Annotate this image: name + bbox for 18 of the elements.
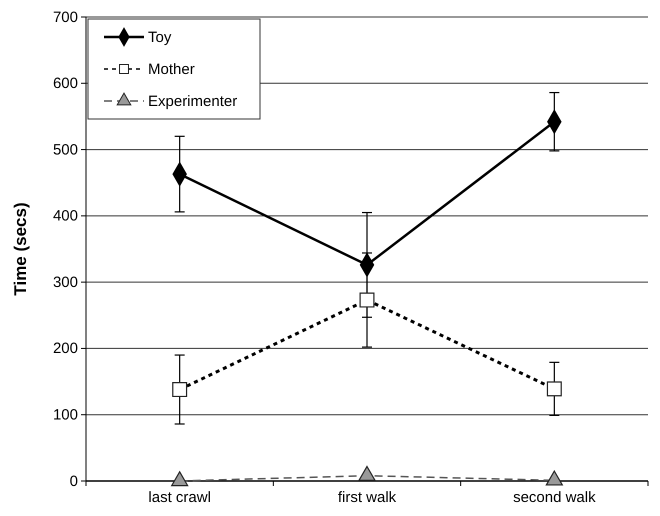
y-tick-label: 500 [52, 141, 78, 158]
y-axis-title: Time (secs) [11, 202, 30, 296]
y-tick-label: 0 [70, 472, 78, 490]
y-tick-label: 100 [52, 406, 78, 424]
point [172, 382, 188, 398]
y-tick-label: 300 [52, 274, 78, 291]
point [360, 292, 374, 308]
y-tick-label: 200 [52, 340, 78, 358]
point [546, 381, 562, 396]
legend-label: Toy [148, 29, 172, 46]
x-tick-label: second walk [513, 489, 596, 506]
x-tick-label: first walk [338, 489, 397, 506]
x-tick-label: last crawl [148, 489, 211, 506]
y-tick-label: 400 [52, 208, 78, 225]
y-tick-label: 700 [52, 8, 78, 26]
legend-label: Mother [148, 61, 195, 78]
y-tick-label: 600 [52, 75, 78, 92]
legend-label: Experimenter [148, 93, 238, 110]
